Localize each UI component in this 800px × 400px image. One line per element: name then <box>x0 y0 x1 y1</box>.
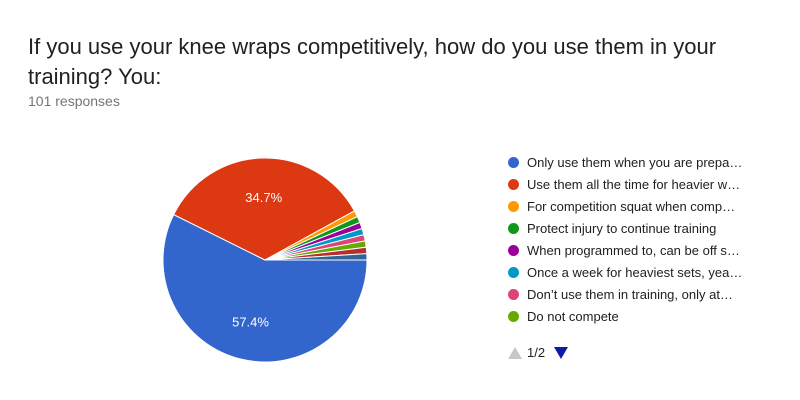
legend-label: Do not compete <box>527 308 619 324</box>
legend-item[interactable]: Once a week for heaviest sets, yea… <box>508 261 742 283</box>
legend-label: Once a week for heaviest sets, yea… <box>527 264 743 280</box>
previous-page-icon <box>508 346 522 359</box>
legend-item[interactable]: Do not compete <box>508 305 742 327</box>
legend-label: When programmed to, can be off s… <box>527 242 740 258</box>
legend-swatch-icon <box>508 156 519 168</box>
legend-swatch-icon <box>508 200 519 212</box>
legend-swatch-icon <box>508 310 519 322</box>
chart-title: If you use your knee wraps competitively… <box>28 34 717 89</box>
legend-item[interactable]: Protect injury to continue training <box>508 217 742 239</box>
legend-swatch-icon <box>508 244 519 256</box>
legend-label: For competition squat when comp… <box>527 198 736 214</box>
legend-item[interactable]: When programmed to, can be off s… <box>508 239 742 261</box>
legend-item[interactable]: For competition squat when comp… <box>508 195 742 217</box>
legend-label: Don’t use them in training, only at… <box>527 286 733 302</box>
pie-slice[interactable] <box>162 213 368 363</box>
legend: Only use them when you are prepa… Use the… <box>508 151 742 327</box>
pie-chart: 57.4% 34.7% <box>162 157 368 363</box>
legend-label: Only use them when you are prepa… <box>527 154 743 170</box>
legend-swatch-icon <box>508 266 519 278</box>
pie-slice[interactable] <box>172 157 356 261</box>
legend-swatch-icon <box>508 178 519 190</box>
legend-item[interactable]: Only use them when you are prepa… <box>508 151 742 173</box>
page-indicator: 1/2 <box>527 345 546 360</box>
legend-pager: 1/2 <box>508 345 569 360</box>
slice-data-label: 34.7% <box>245 190 282 205</box>
legend-swatch-icon <box>508 222 519 234</box>
legend-item[interactable]: Use them all the time for heavier w… <box>508 173 742 195</box>
pie-slice[interactable] <box>264 253 368 261</box>
next-page-icon[interactable] <box>554 346 569 359</box>
legend-item[interactable]: Don’t use them in training, only at… <box>508 283 742 305</box>
slice-data-label: 57.4% <box>232 315 269 330</box>
legend-label: Use them all the time for heavier w… <box>527 176 741 192</box>
legend-swatch-icon <box>508 288 519 300</box>
legend-label: Protect injury to continue training <box>527 220 717 236</box>
response-count: 101 responses <box>28 93 120 109</box>
